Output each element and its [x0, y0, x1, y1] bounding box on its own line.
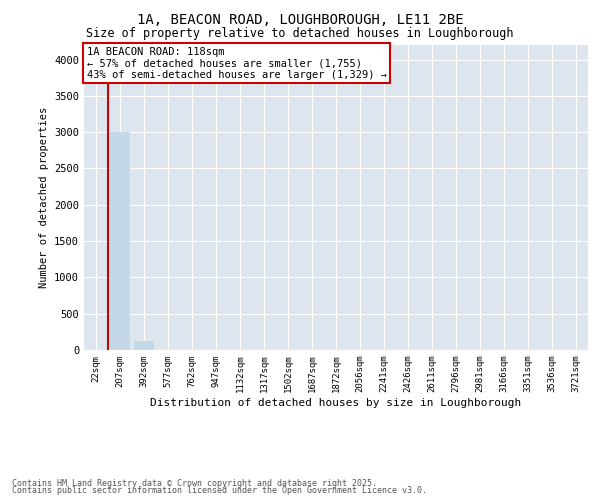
Text: 1A BEACON ROAD: 118sqm
← 57% of detached houses are smaller (1,755)
43% of semi-: 1A BEACON ROAD: 118sqm ← 57% of detached… — [86, 46, 386, 80]
Bar — [110, 132, 130, 350]
Text: Contains HM Land Registry data © Crown copyright and database right 2025.: Contains HM Land Registry data © Crown c… — [12, 478, 377, 488]
X-axis label: Distribution of detached houses by size in Loughborough: Distribution of detached houses by size … — [151, 398, 521, 408]
Text: 1A, BEACON ROAD, LOUGHBOROUGH, LE11 2BE: 1A, BEACON ROAD, LOUGHBOROUGH, LE11 2BE — [137, 12, 463, 26]
Y-axis label: Number of detached properties: Number of detached properties — [38, 107, 49, 288]
Text: Size of property relative to detached houses in Loughborough: Size of property relative to detached ho… — [86, 28, 514, 40]
Text: Contains public sector information licensed under the Open Government Licence v3: Contains public sector information licen… — [12, 486, 427, 495]
Bar — [134, 340, 154, 350]
